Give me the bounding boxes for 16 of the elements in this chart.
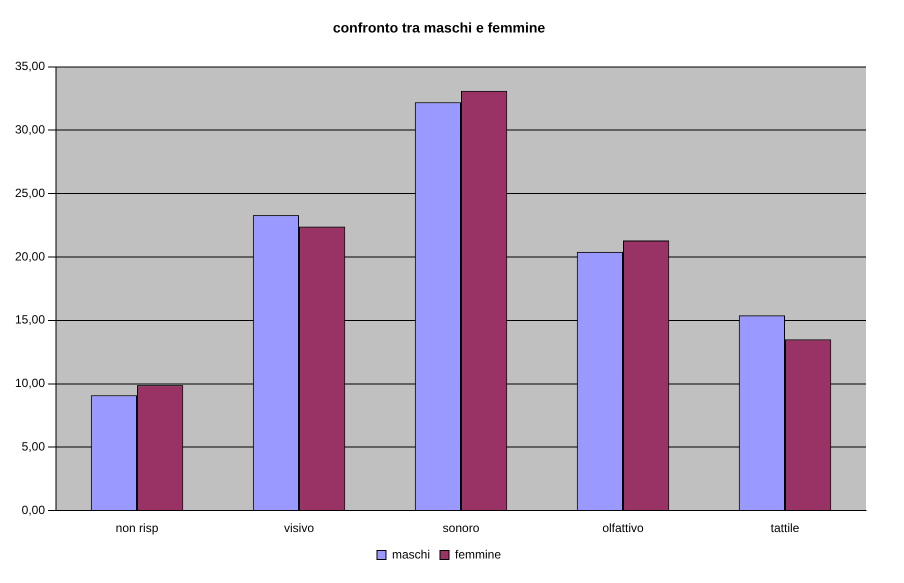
legend-label: femmine [455, 547, 502, 562]
legend-label: maschi [392, 547, 430, 562]
y-tick-label: 30,00 [15, 122, 46, 137]
y-tick-label: 5,00 [22, 440, 46, 454]
x-tick-label: sonoro [442, 521, 480, 536]
x-tick-label: tattile [770, 521, 800, 536]
y-tick-label: 25,00 [15, 186, 46, 200]
x-tick-label: visivo [284, 521, 314, 536]
y-tick-label: 35,00 [15, 59, 46, 74]
chart-title: confronto tra maschi e femmine [332, 19, 546, 36]
y-tick-label: 20,00 [15, 249, 46, 264]
x-tick-label: non risp [116, 521, 159, 536]
y-tick-label: 0,00 [22, 502, 46, 517]
x-tick-label: olfattivo [602, 521, 644, 536]
y-tick-label: 15,00 [15, 312, 46, 327]
y-tick-label: 10,00 [15, 376, 46, 390]
